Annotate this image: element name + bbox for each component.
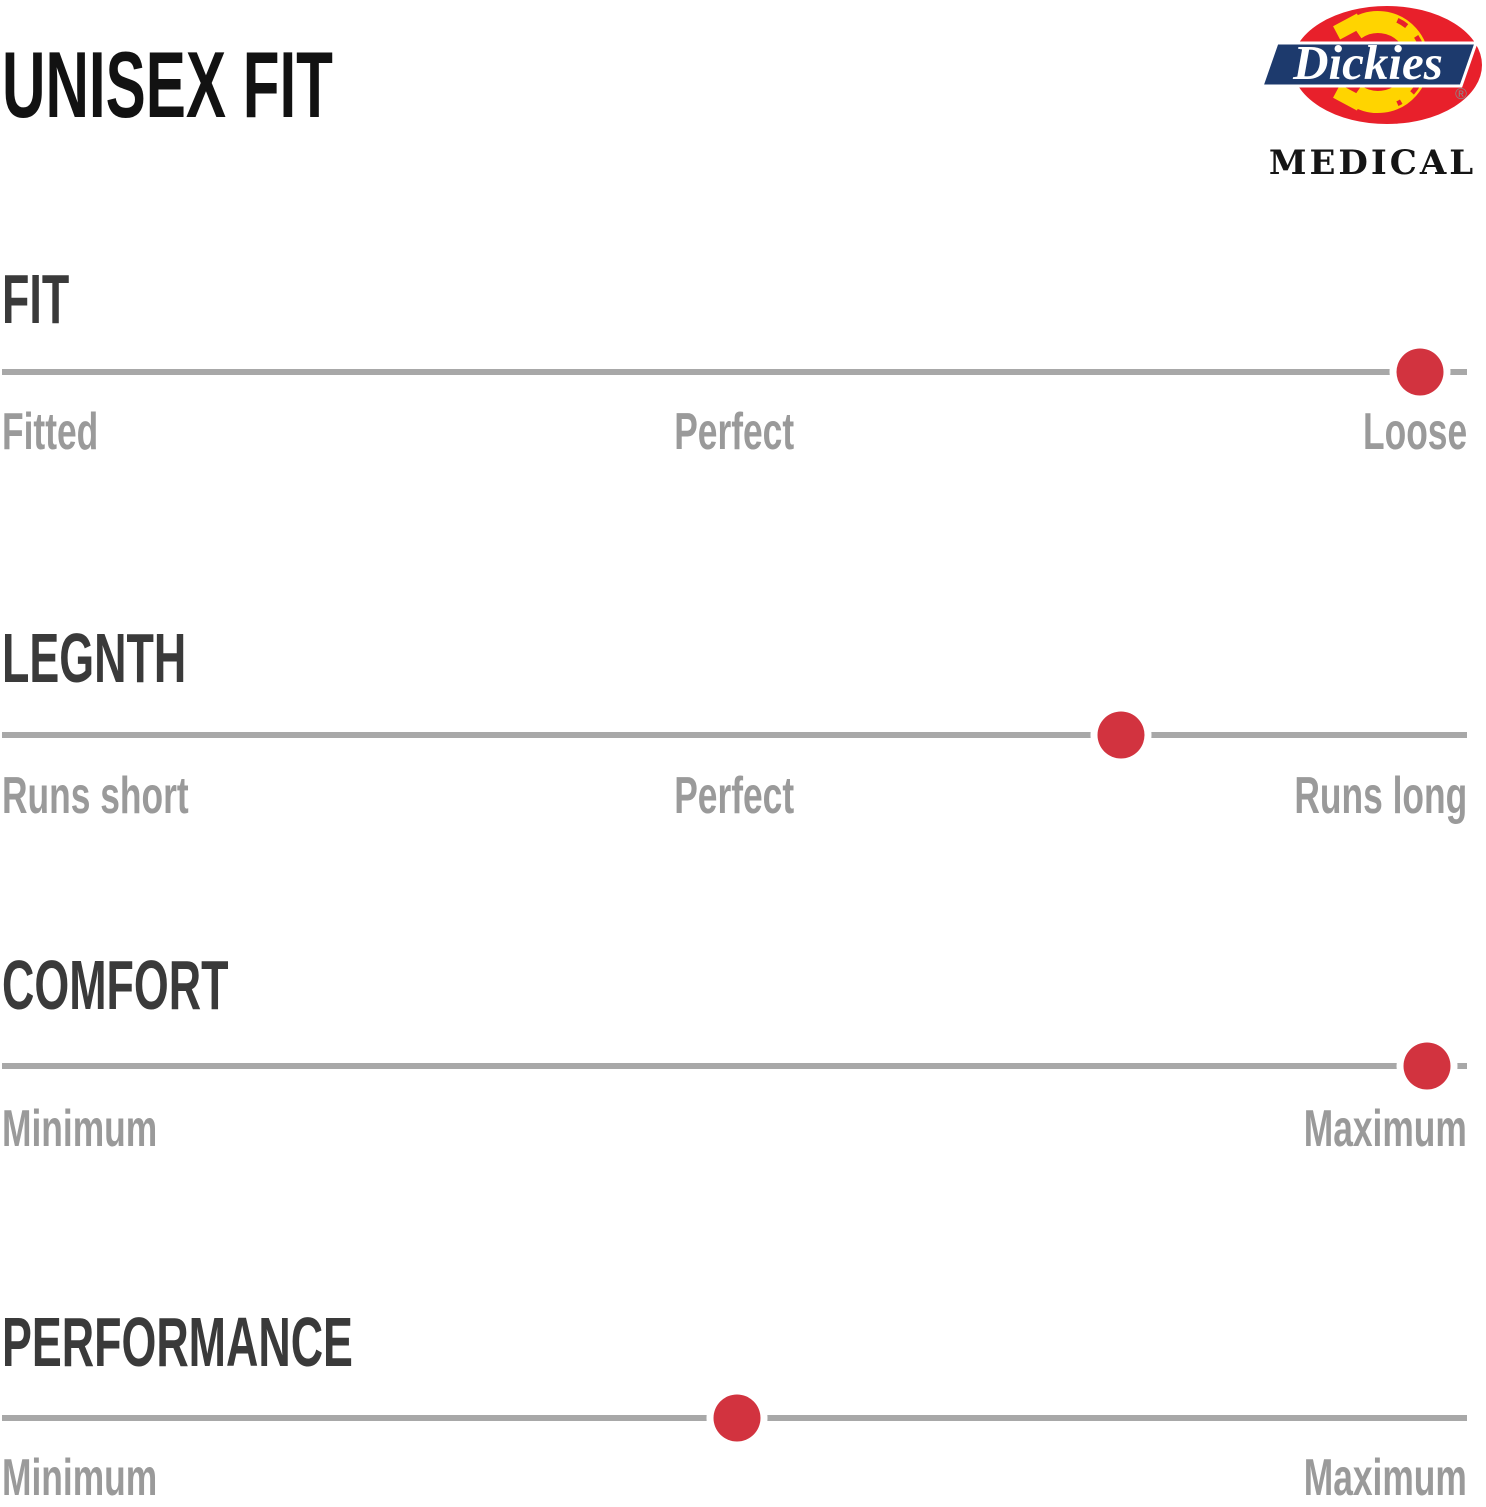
dickies-logo-icon: Dickies ® (1259, 4, 1484, 126)
scale-heading-comfort: COMFORT (2, 950, 356, 1020)
scale-label-comfort-max: Maximum (1303, 1100, 1467, 1158)
scale-label-performance-max: Maximum (1303, 1449, 1467, 1507)
brand-sub-label: MEDICAL (1268, 143, 1477, 183)
scale-label-performance-min: Minimum (2, 1449, 158, 1507)
scale-heading-performance: PERFORMANCE (2, 1307, 550, 1377)
scale-heading-performance-text: PERFORMANCE (2, 1303, 353, 1381)
scale-heading-length: LEGNTH (2, 623, 290, 693)
page-title-text: UNISEX FIT (2, 32, 333, 137)
scale-label-fit-min: Fitted (2, 403, 99, 461)
registered-mark: ® (1455, 86, 1467, 103)
scale-dot-fit (1396, 348, 1444, 396)
scale-dot-length (1097, 711, 1145, 759)
scale-label-length-min: Runs short (2, 767, 189, 825)
scale-track-comfort (2, 1063, 1467, 1069)
dickies-wordmark: Dickies (1292, 35, 1443, 90)
scale-heading-length-text: LEGNTH (2, 619, 187, 697)
brand-logo: Dickies ® (1230, 0, 1486, 190)
scale-heading-fit-text: FIT (2, 260, 70, 338)
scale-label-length-max: Runs long (1294, 767, 1467, 825)
scale-heading-comfort-text: COMFORT (2, 946, 229, 1024)
scale-track-length (2, 732, 1467, 738)
scale-label-fit-max: Loose (1362, 403, 1467, 461)
scale-label-fit-mid: Perfect (674, 403, 795, 461)
scale-label-comfort-min: Minimum (2, 1100, 158, 1158)
scale-dot-performance (713, 1394, 761, 1442)
scale-dot-comfort (1403, 1042, 1451, 1090)
scale-heading-fit: FIT (2, 264, 107, 334)
page-title: UNISEX FIT (2, 38, 519, 132)
scale-track-fit (2, 369, 1467, 375)
scale-label-length-mid: Perfect (674, 767, 795, 825)
